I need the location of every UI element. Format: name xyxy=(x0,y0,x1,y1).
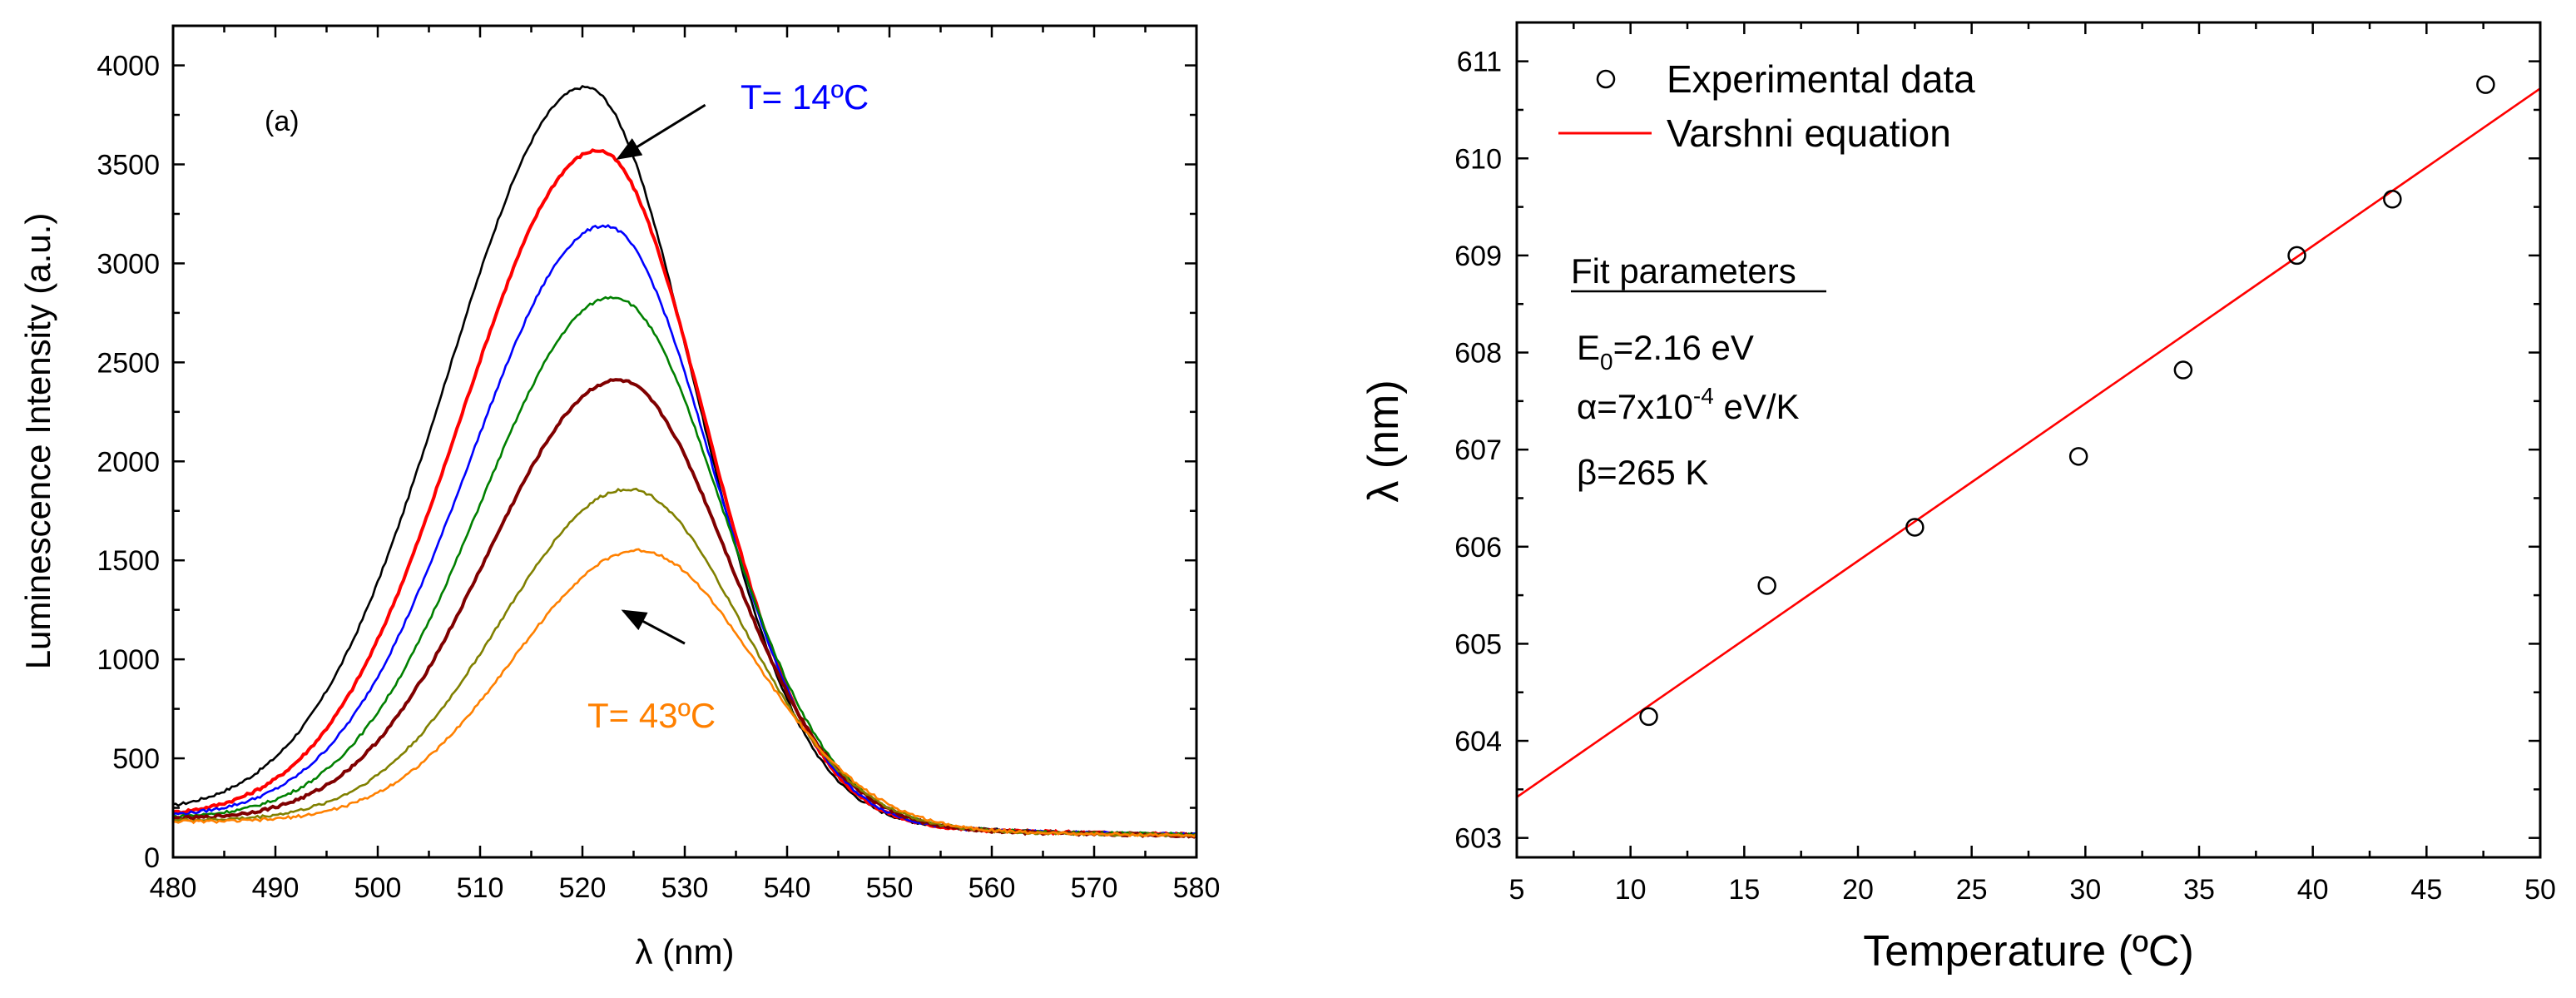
arrow-43c xyxy=(621,609,686,645)
panel-label: (a) xyxy=(265,106,300,137)
right-y-tick-label: 611 xyxy=(1457,47,1502,78)
fit-alpha: α=7x10-4 eV/K xyxy=(1577,383,1800,426)
data-point xyxy=(1639,707,1658,727)
right-x-tick-label: 30 xyxy=(2069,874,2101,906)
data-point xyxy=(2383,190,2402,209)
right-y-axis-label: λ (nm) xyxy=(1360,380,1408,502)
left-y-tick-label: 2500 xyxy=(97,347,160,379)
left-y-tick-label: 3000 xyxy=(97,248,160,280)
left-y-tick-label: 0 xyxy=(144,842,160,874)
left-x-tick-label: 580 xyxy=(1173,872,1221,904)
right-x-tick-label: 50 xyxy=(2524,874,2556,906)
annotation-t43: T= 43ºC xyxy=(587,696,716,735)
right-x-tick-label: 25 xyxy=(1956,874,1988,906)
right-x-ticks: 5 10 15 20 25 30 35 40 45 50 xyxy=(1509,22,2556,906)
left-y-ticks: 0 500 1000 1500 2000 2500 3000 3500 4000 xyxy=(97,51,1196,874)
spectrum-line-4 xyxy=(172,295,1197,837)
data-point xyxy=(2476,75,2495,94)
left-x-tick-label: 510 xyxy=(457,872,504,904)
fit-alpha-unit: eV/K xyxy=(1714,387,1800,426)
left-x-tick-label: 520 xyxy=(559,872,607,904)
left-x-tick-label: 480 xyxy=(150,872,197,904)
fit-e0: E0=2.16 eV xyxy=(1577,328,1754,375)
left-y-axis-label: Luminescence Intensity (a.u.) xyxy=(18,213,57,670)
fit-beta: β=265 K xyxy=(1577,453,1708,492)
left-x-tick-label: 540 xyxy=(764,872,811,904)
right-chart: 5 10 15 20 25 30 35 40 45 50 60360460560660760860… xyxy=(1360,21,2556,976)
right-y-tick-label: 609 xyxy=(1454,241,1502,272)
legend-label-varshni: Varshni equation xyxy=(1667,112,1951,155)
left-y-tick-label: 3500 xyxy=(97,150,160,181)
left-annotations: T= 14ºC T= 43ºC xyxy=(587,77,869,735)
fit-parameters-box: Fit parameters E0=2.16 eV α=7x10-4 eV/K … xyxy=(1571,251,1826,492)
right-y-tick-label: 608 xyxy=(1454,338,1502,370)
right-y-tick-label: 607 xyxy=(1454,434,1502,466)
right-x-tick-label: 20 xyxy=(1842,874,1874,906)
left-spectra-curves xyxy=(171,84,1198,839)
left-x-tick-label: 550 xyxy=(866,872,914,904)
right-x-tick-label: 35 xyxy=(2183,874,2215,906)
right-x-tick-label: 45 xyxy=(2410,874,2442,906)
right-data xyxy=(1516,75,2541,798)
right-x-tick-label: 5 xyxy=(1509,874,1525,906)
data-point xyxy=(1905,518,1925,537)
left-y-tick-label: 2000 xyxy=(97,446,160,478)
left-y-tick-label: 1000 xyxy=(97,644,160,676)
fit-alpha-exponent: -4 xyxy=(1693,383,1714,409)
left-x-tick-label: 560 xyxy=(968,872,1016,904)
right-y-tick-label: 605 xyxy=(1454,628,1502,660)
left-x-tick-label: 570 xyxy=(1071,872,1118,904)
left-y-tick-label: 1500 xyxy=(97,545,160,577)
left-x-ticks: 480 490 500 510 520 530 540 550 560 570 580 xyxy=(150,26,1221,904)
right-x-tick-label: 10 xyxy=(1615,874,1647,906)
data-point xyxy=(1757,576,1776,595)
data-point xyxy=(2173,360,2193,380)
left-x-axis-label: λ (nm) xyxy=(636,932,735,971)
data-point xyxy=(2287,246,2306,266)
left-x-tick-label: 500 xyxy=(354,872,402,904)
right-x-tick-label: 40 xyxy=(2297,874,2329,906)
fit-alpha-base: α=7x10 xyxy=(1577,387,1693,426)
right-y-tick-label: 604 xyxy=(1454,726,1502,757)
left-x-tick-label: 530 xyxy=(661,872,709,904)
right-y-tick-label: 603 xyxy=(1454,823,1502,855)
right-y-tick-label: 610 xyxy=(1454,143,1502,175)
fit-e0-value: =2.16 eV xyxy=(1613,328,1754,367)
varshni-fit-line xyxy=(1516,87,2541,798)
data-point xyxy=(2068,447,2088,466)
fit-title: Fit parameters xyxy=(1571,251,1796,290)
right-x-tick-label: 15 xyxy=(1728,874,1760,906)
right-x-axis-label: Temperature (ºC) xyxy=(1863,927,2194,976)
fit-e0-subscript: 0 xyxy=(1600,349,1613,375)
right-y-ticks: 603 604 605 606 607 608 609 610 611 xyxy=(1454,47,2540,855)
left-chart: 480 490 500 510 520 530 540 550 560 570 580 0 500 10… xyxy=(18,24,1221,971)
left-y-tick-label: 4000 xyxy=(97,51,160,82)
spectrum-line-7 xyxy=(172,548,1197,838)
legend: Experimental data Varshni equation xyxy=(1558,57,1975,155)
annotation-t14: T= 14ºC xyxy=(741,77,869,117)
left-x-tick-label: 490 xyxy=(252,872,300,904)
right-y-tick-label: 606 xyxy=(1454,532,1502,564)
left-y-tick-label: 500 xyxy=(112,743,160,775)
arrow-14c xyxy=(616,103,706,160)
fit-e0-symbol: E xyxy=(1577,328,1600,367)
legend-marker-circle xyxy=(1596,69,1616,89)
legend-label-experimental: Experimental data xyxy=(1667,57,1975,101)
